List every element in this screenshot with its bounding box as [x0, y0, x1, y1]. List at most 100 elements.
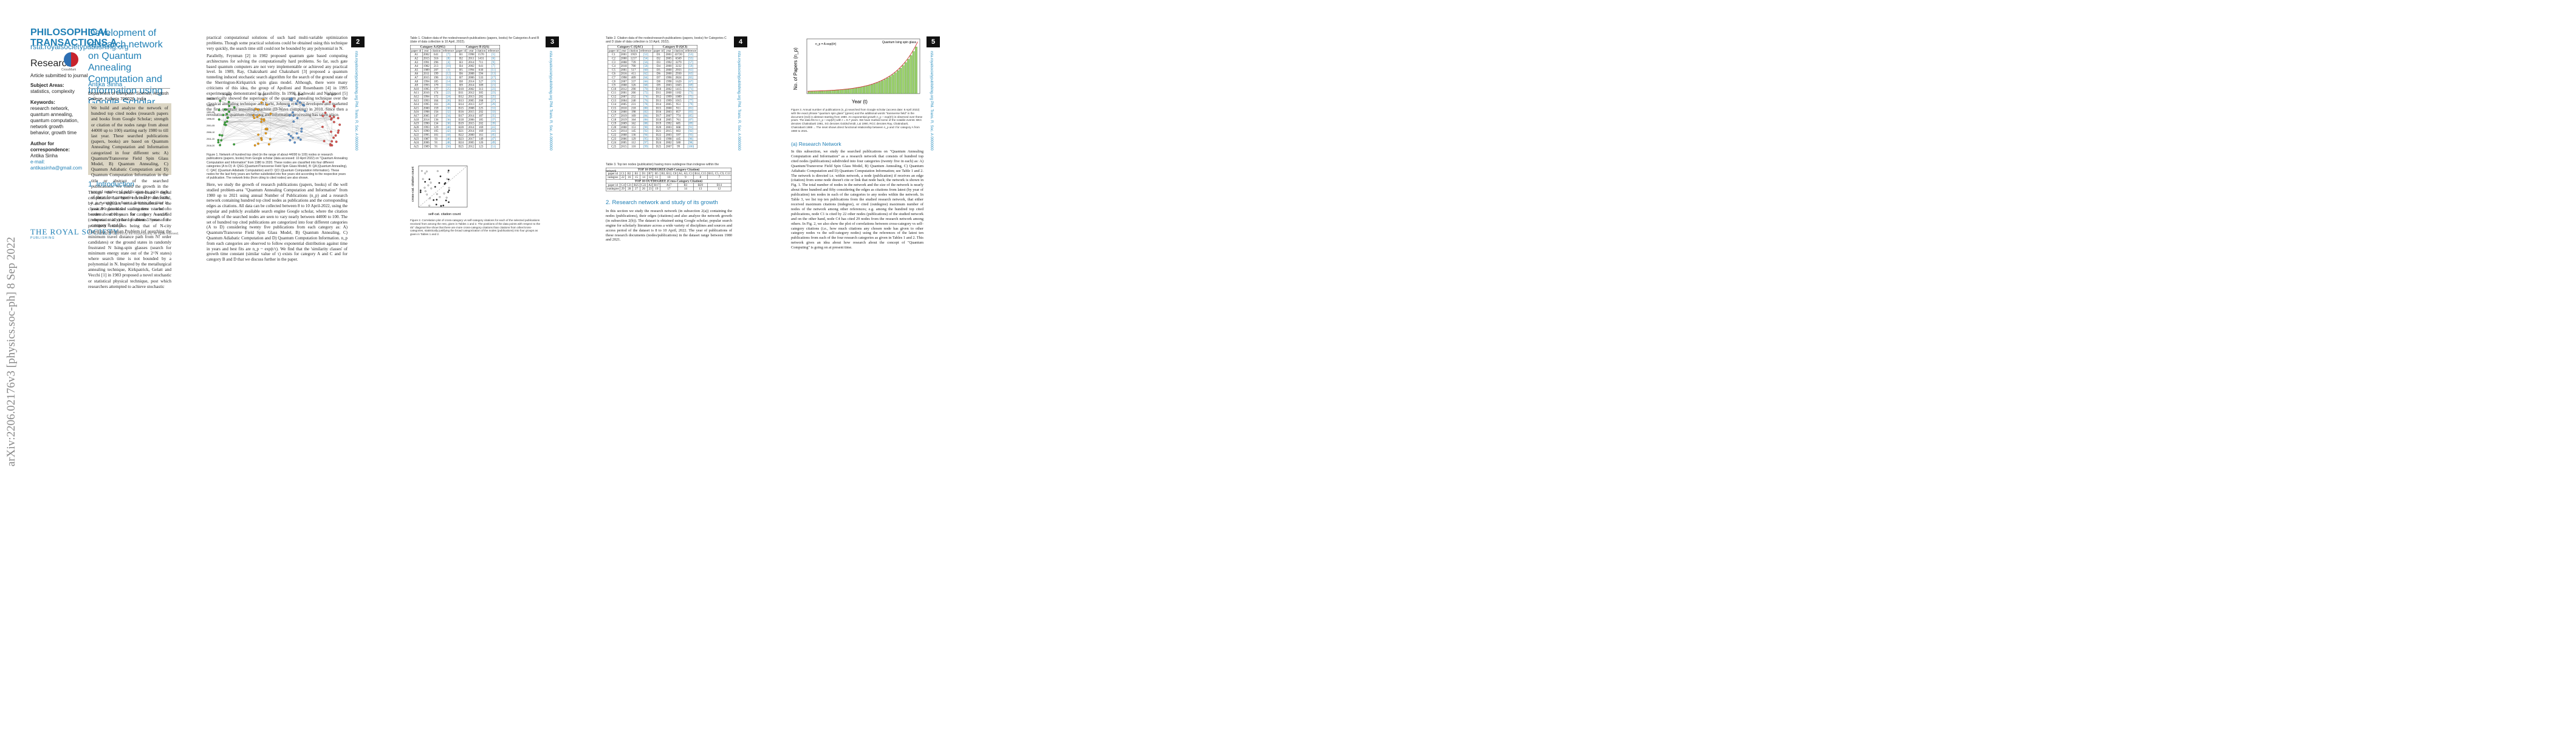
section-2-text: In this section we study the research ne…: [606, 209, 732, 242]
network-edge: [323, 101, 334, 117]
scatter-point: [443, 205, 444, 206]
network-edge: [258, 109, 332, 141]
network-node: [254, 144, 256, 146]
bar: [892, 75, 894, 94]
bar: [879, 82, 880, 94]
table-cell: 2015: [665, 129, 673, 133]
bar: [824, 91, 826, 94]
bar: [860, 87, 862, 94]
table-cell: 2014: [467, 83, 476, 87]
table-cell: 2007: [620, 80, 628, 83]
network-node: [323, 140, 326, 142]
network-node: [332, 137, 335, 139]
bar: [907, 59, 909, 94]
panel-label: B: QA: [259, 93, 266, 96]
author-line: Antika Sinha: [88, 81, 170, 89]
table-cell: 2005: [665, 118, 673, 122]
table-cell: 2017: [467, 137, 476, 140]
scatter-point: [429, 197, 430, 199]
table-cell: 1998: [665, 137, 673, 140]
network-node: [289, 139, 292, 142]
fit-annotation: n_p = A exp(t/τ): [815, 43, 837, 46]
network-node: [322, 115, 324, 117]
table-cell: 2003: [665, 133, 673, 137]
column-header: paper id: [653, 49, 665, 53]
table-cell: 2016: [620, 72, 628, 75]
network-node: [224, 122, 226, 124]
column-header: citation: [431, 49, 442, 53]
submitted-note: Article submitted to journal: [30, 72, 87, 80]
bar: [832, 91, 834, 94]
table-cell: 2011: [467, 56, 476, 60]
table-cell: 2000: [665, 91, 673, 95]
network-edge: [224, 106, 289, 115]
table-cell: 2000: [620, 110, 628, 114]
network-node: [227, 117, 229, 119]
network-node: [222, 114, 225, 117]
bar: [902, 66, 904, 94]
network-node: [218, 118, 221, 121]
network-edge: [227, 98, 292, 114]
table-cell: C25: [608, 145, 620, 148]
table-cell: 1992: [665, 122, 673, 125]
network-edge: [229, 106, 258, 143]
year-label: 2016-20: [207, 145, 214, 147]
table-cell: 2013: [467, 103, 476, 106]
scatter-point: [430, 182, 431, 183]
table-cell: 2014: [467, 114, 476, 118]
table-cell: 2007: [665, 145, 673, 148]
network-node: [266, 128, 269, 130]
running-head: rsta.royalsocietypublishing.org Phil. Tr…: [737, 51, 741, 151]
table-cell: 2006: [467, 76, 476, 80]
arxiv-stamp: arXiv:2206.02176v3 [physics.soc-ph] 8 Se…: [5, 237, 18, 467]
table-cell: 29: [620, 187, 625, 191]
bar: [871, 84, 872, 94]
table-cell: C22: [640, 183, 647, 187]
table-cell: 1998: [422, 110, 431, 114]
scatter-point: [421, 170, 422, 171]
network-node: [334, 105, 336, 108]
bar: [876, 83, 878, 94]
bar: [821, 91, 823, 94]
scatter-point: [448, 187, 450, 188]
table-cell[interactable]: [51]: [487, 145, 500, 148]
table-cell: 2014: [620, 129, 628, 133]
table-cell: 2005: [665, 103, 673, 106]
table-cell: 2000: [422, 106, 431, 110]
year-label: 1986-90: [207, 104, 214, 107]
table-cell: 2000: [665, 72, 673, 75]
table-cell[interactable]: [100]: [684, 145, 697, 148]
table-cell[interactable]: [50]: [442, 145, 455, 148]
network-node: [260, 121, 262, 123]
table-cell: 2006: [467, 118, 476, 122]
table-cell: 2002: [422, 53, 431, 56]
bar: [818, 91, 820, 94]
table-cell: 2010: [620, 106, 628, 110]
network-node: [218, 109, 221, 111]
network-node: [219, 144, 221, 146]
network-node: [219, 100, 221, 102]
crossmark-icon[interactable]: [64, 52, 78, 67]
table-cell: 1995: [422, 87, 431, 91]
network-node: [304, 110, 306, 112]
publisher-sub: PUBLISHING: [30, 236, 55, 240]
year-label: 1980-85: [207, 98, 214, 100]
scatter-point: [420, 191, 421, 193]
bar: [826, 91, 828, 94]
network-edge: [219, 110, 225, 122]
table-cell: 2000: [620, 56, 628, 60]
network-node: [331, 140, 333, 143]
network-node: [226, 113, 228, 115]
table-cell[interactable]: [99]: [639, 145, 653, 148]
network-node: [337, 132, 340, 134]
network-node: [253, 117, 256, 119]
table-cell: 2008: [467, 72, 476, 75]
network-node: [330, 131, 332, 133]
y-axis-label: No. of Papers (n_p): [793, 47, 798, 90]
table-cell: 1998: [665, 80, 673, 83]
table-cell: A25: [410, 145, 422, 148]
network-edge: [221, 135, 335, 140]
column-header: reference: [442, 49, 455, 53]
table-cell: outdegree: [606, 187, 620, 191]
table-2: Category C (QAC) Category D (QCI) paper id…: [608, 45, 697, 149]
